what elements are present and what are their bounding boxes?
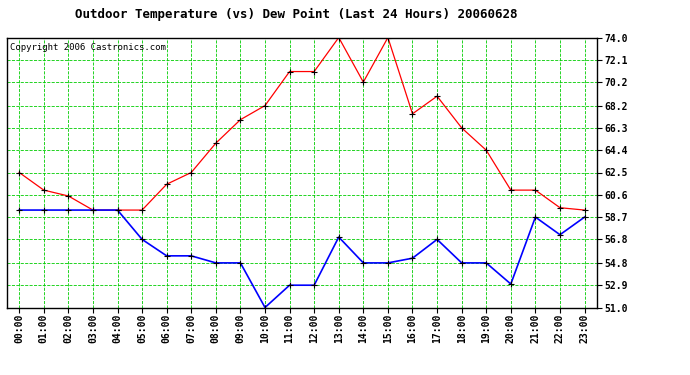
Text: Copyright 2006 Castronics.com: Copyright 2006 Castronics.com bbox=[10, 43, 166, 52]
Text: Outdoor Temperature (vs) Dew Point (Last 24 Hours) 20060628: Outdoor Temperature (vs) Dew Point (Last… bbox=[75, 8, 518, 21]
